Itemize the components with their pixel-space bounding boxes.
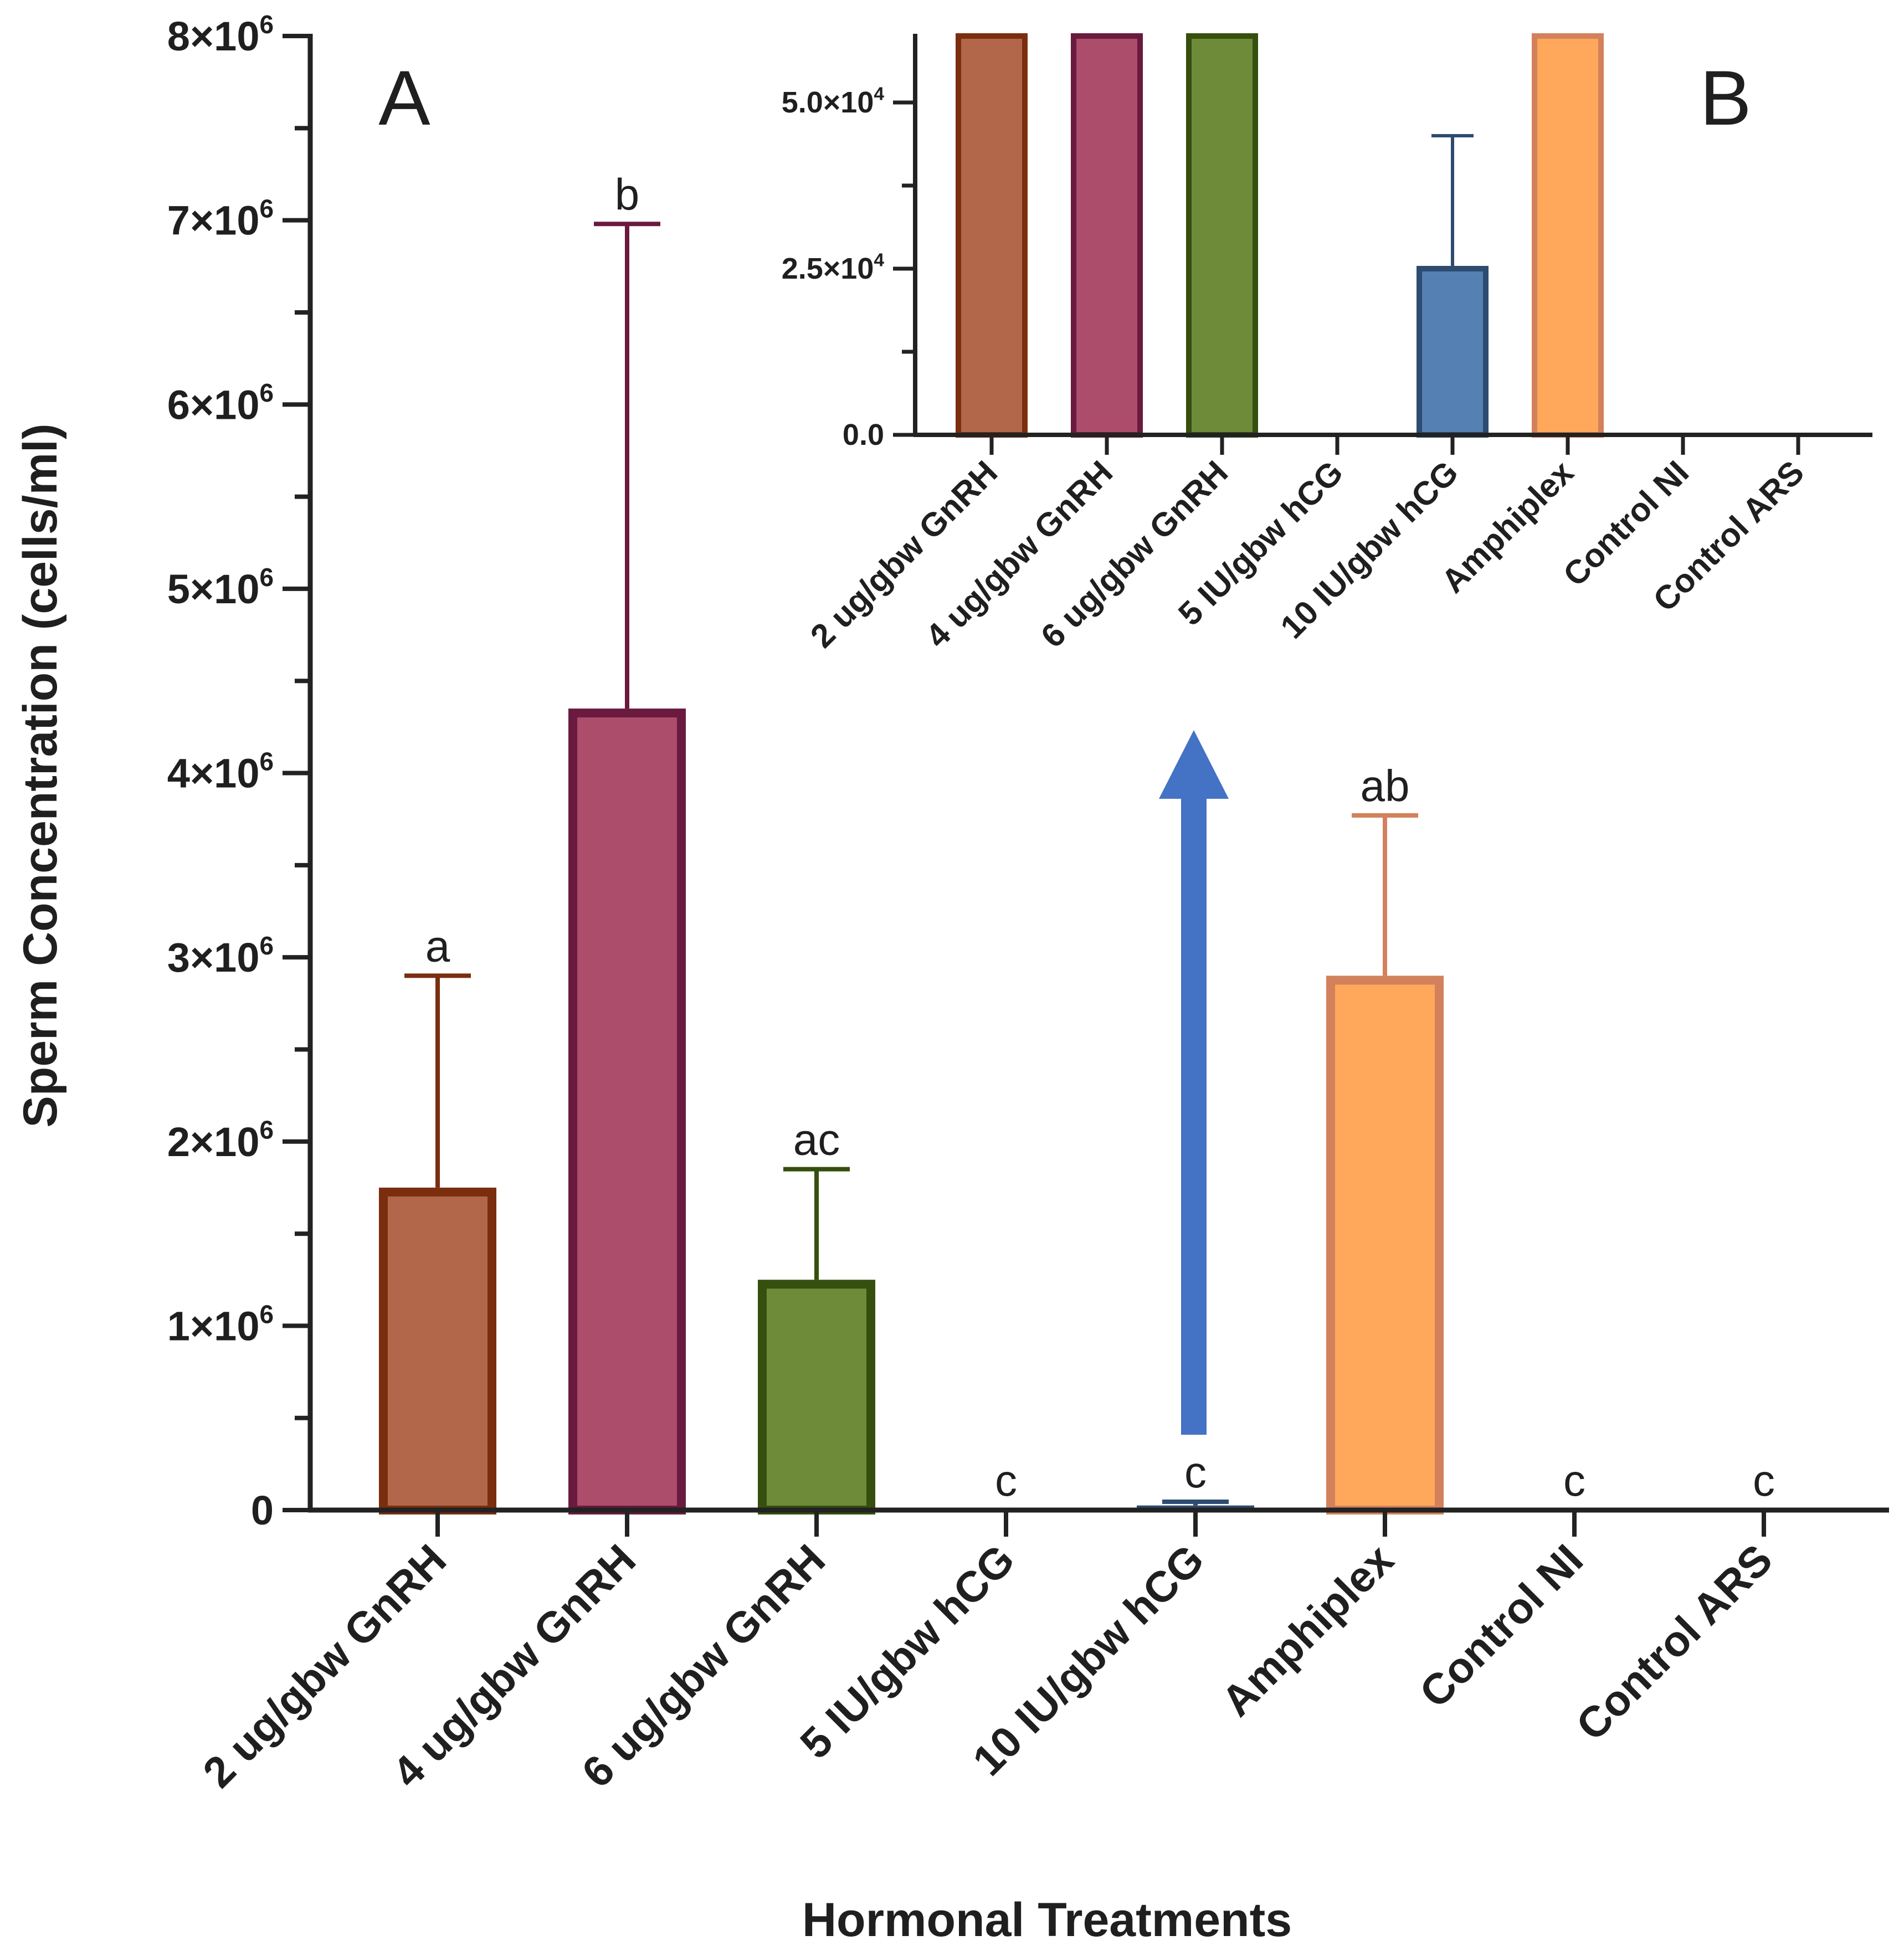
bar-2-ug-gbw-gnrh — [379, 1187, 496, 1515]
y-tick-label: 5×106 — [167, 563, 274, 612]
significance-letter: b — [615, 170, 640, 219]
significance-letter: c — [995, 1456, 1017, 1505]
bar-amphiplex — [1326, 976, 1444, 1515]
inset-bar-2-ug-gbw-gnrh — [956, 33, 1028, 438]
panel-a: 0 1×106 2×106 3×106 4×106 5×106 6×106 7×106 8×10… — [14, 10, 1889, 1947]
significance-letter: c — [1563, 1456, 1585, 1505]
significance-letter: a — [425, 921, 450, 971]
significance-letter: c — [1184, 1447, 1207, 1497]
y-tick-label: 4×106 — [167, 747, 274, 796]
significance-letter: c — [1753, 1456, 1775, 1505]
panel-label-a: A — [378, 54, 430, 141]
y-tick-label: 3×106 — [167, 931, 274, 980]
zoom-arrow — [1159, 730, 1229, 1435]
x-tick-label: Control NI — [1410, 1535, 1592, 1717]
inset-bar-amphiplex — [1532, 33, 1604, 438]
inset-bar-10-iu-gbw-hcg — [1417, 266, 1489, 438]
y-tick-label: 6×106 — [167, 378, 274, 428]
x-tick-label: Control ARS — [1567, 1535, 1782, 1750]
y-tick-label: 2×106 — [167, 1116, 274, 1165]
x-axis-title: Hormonal Treatments — [802, 1893, 1292, 1947]
arrow-shaft — [1181, 792, 1207, 1435]
y-tick-label: 0.0 — [843, 418, 884, 451]
y-tick-label: 0 — [251, 1487, 274, 1533]
significance-letter: ab — [1361, 761, 1410, 810]
inset-bar-6-ug-gbw-gnrh — [1186, 33, 1258, 438]
bar-6-ug-gbw-gnrh — [758, 1280, 875, 1515]
panel-label-b: B — [1700, 54, 1751, 141]
inset-bar-4-ug-gbw-gnrh — [1071, 33, 1143, 438]
y-tick-label: 7×106 — [167, 194, 274, 244]
x-tick-label: Amphiplex — [1212, 1535, 1403, 1726]
arrow-head — [1159, 730, 1229, 799]
y-tick-label: 2.5×104 — [782, 250, 885, 285]
bar-4-ug-gbw-gnrh — [568, 709, 686, 1515]
significance-letter: ac — [793, 1115, 840, 1164]
y-tick-label: 1×106 — [167, 1300, 274, 1349]
y-axis-title: Sperm Concentration (cells/ml) — [14, 423, 67, 1127]
y-tick-label: 5.0×104 — [782, 84, 885, 119]
y-tick-label: 8×106 — [167, 10, 274, 59]
